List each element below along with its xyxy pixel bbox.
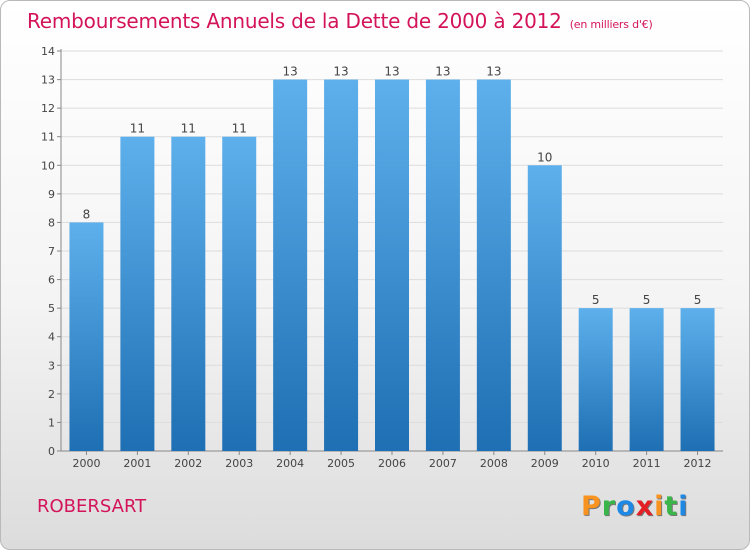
y-tick-label: 3 (48, 359, 55, 372)
bar (375, 79, 409, 452)
bar-value-label: 5 (694, 293, 702, 307)
bar-value-label: 8 (83, 207, 91, 221)
y-tick-label: 11 (41, 131, 55, 144)
y-tick-label: 5 (48, 302, 55, 315)
bar (120, 136, 155, 451)
logo-letter: i (678, 491, 689, 522)
x-tick-label: 2010 (582, 457, 610, 470)
logo-letter: o (616, 491, 636, 522)
commune-name: ROBERSART (37, 496, 147, 517)
bar-value-label: 13 (283, 65, 298, 79)
x-tick-label: 2000 (72, 457, 100, 470)
x-tick-label: 2006 (378, 457, 406, 470)
bar-value-label: 13 (333, 65, 348, 79)
bar-value-label: 13 (384, 65, 399, 79)
bar-value-label: 13 (486, 65, 501, 79)
bar (680, 308, 715, 451)
logo-letter: r (601, 491, 617, 522)
logo-letter: t (664, 491, 679, 522)
bar (527, 165, 562, 452)
bar-value-label: 11 (181, 122, 196, 136)
bar (578, 308, 613, 451)
y-tick-label: 14 (41, 45, 55, 58)
bar (69, 222, 104, 451)
y-tick-label: 1 (48, 416, 55, 429)
chart-title-text: Remboursements Annuels de la Dette de 20… (27, 9, 562, 33)
x-tick-label: 2009 (531, 457, 559, 470)
bar (476, 79, 511, 452)
unit-note: (en milliers d'€) (569, 18, 653, 31)
logo-letter: i (654, 491, 665, 522)
y-tick-label: 7 (48, 245, 55, 258)
x-tick-label: 2008 (480, 457, 508, 470)
x-tick-label: 2011 (633, 457, 661, 470)
proxiti-logo: Proxiti (581, 491, 689, 522)
bar (171, 136, 206, 451)
x-tick-label: 2007 (429, 457, 457, 470)
bar-value-label: 13 (435, 65, 450, 79)
bar (629, 308, 664, 451)
logo-letter: P (581, 491, 602, 522)
y-tick-label: 0 (48, 445, 55, 458)
x-tick-label: 2004 (276, 457, 304, 470)
y-tick-label: 2 (48, 388, 55, 401)
chart-title: Remboursements Annuels de la Dette de 20… (27, 9, 653, 33)
x-tick-label: 2005 (327, 457, 355, 470)
bar-value-label: 11 (232, 122, 247, 136)
bar-value-label: 10 (537, 150, 552, 164)
bar (273, 79, 308, 452)
y-tick-label: 6 (48, 274, 55, 287)
y-tick-label: 10 (41, 159, 55, 172)
bar (324, 79, 359, 452)
bar (425, 79, 460, 452)
bar-value-label: 5 (592, 293, 600, 307)
y-tick-label: 12 (41, 102, 55, 115)
bar (222, 136, 257, 451)
bar-value-label: 11 (130, 122, 145, 136)
bar-value-label: 5 (643, 293, 651, 307)
y-tick-label: 4 (48, 331, 55, 344)
y-tick-label: 8 (48, 216, 55, 229)
x-tick-label: 2003 (225, 457, 253, 470)
logo-letter: x (635, 491, 655, 522)
y-tick-label: 9 (48, 188, 55, 201)
x-tick-label: 2012 (684, 457, 712, 470)
x-tick-label: 2001 (123, 457, 151, 470)
y-tick-label: 13 (41, 74, 55, 87)
x-tick-label: 2002 (174, 457, 202, 470)
